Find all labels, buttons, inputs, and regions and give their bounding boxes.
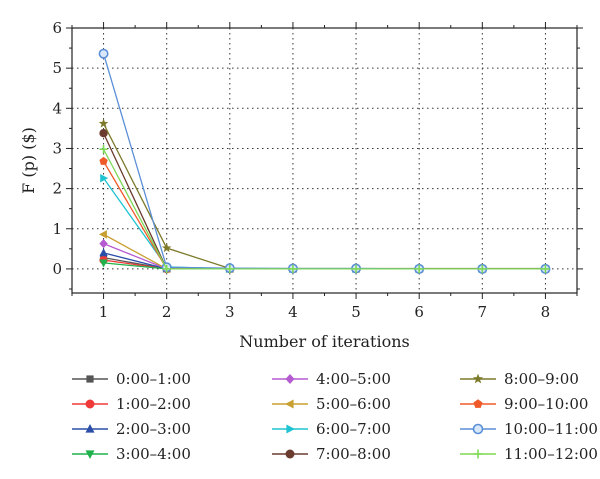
data-point	[99, 238, 108, 249]
legend-marker	[86, 375, 94, 383]
legend-label: 10:00–11:00	[504, 420, 598, 438]
y-tick-label: 5	[52, 59, 62, 77]
legend-marker	[85, 424, 95, 433]
legend-label: 5:00–6:00	[316, 395, 391, 413]
legend-label: 9:00–10:00	[504, 395, 589, 413]
legend-item: 2:00–3:00	[72, 418, 191, 440]
y-axis-title: F (p) ($)	[19, 127, 38, 194]
legend-item: 7:00–8:00	[272, 443, 391, 465]
legend-item: 5:00–6:00	[272, 393, 391, 415]
legend-item: 3:00–4:00	[72, 443, 191, 465]
series-line	[103, 177, 546, 270]
legend-item: 4:00–5:00	[272, 368, 391, 390]
legend-item: 6:00–7:00	[272, 418, 391, 440]
data-point	[98, 118, 109, 128]
legend-item: 10:00–11:00	[460, 418, 598, 440]
legend-swatch	[272, 449, 308, 459]
y-tick-label: 6	[52, 19, 62, 37]
legend-marker	[473, 399, 483, 408]
legend-label: 2:00–3:00	[116, 420, 191, 438]
legend-marker	[85, 450, 95, 459]
axis-ticks: 1 2 3 4 5 6 7 8 0 1 2 3 4 5 6	[52, 19, 583, 321]
legend-marker	[285, 374, 295, 384]
legend-marker	[286, 424, 295, 434]
data-point	[162, 264, 171, 274]
legend-marker	[85, 399, 95, 409]
y-tick-label: 0	[52, 260, 62, 278]
data-point	[288, 264, 298, 274]
data-point	[99, 145, 108, 154]
legend-label: 7:00–8:00	[316, 445, 391, 463]
legend-item: 8:00–9:00	[460, 368, 579, 390]
line-chart: 1 2 3 4 5 6 7 8 0 1 2 3 4 5 6 Number of iterations F (…	[19, 19, 583, 351]
legend-item: 11:00–12:00	[460, 443, 598, 465]
series-8	[99, 128, 550, 274]
data-point	[351, 264, 361, 274]
legend-item: 1:00–2:00	[72, 393, 191, 415]
legend-swatch	[72, 424, 108, 433]
data-point	[99, 128, 108, 138]
x-tick-label: 2	[162, 303, 172, 321]
series-layer	[98, 48, 551, 274]
x-tick-label: 3	[225, 303, 235, 321]
legend-label: 11:00–12:00	[504, 445, 598, 463]
legend-label: 6:00–7:00	[316, 420, 391, 438]
data-point	[161, 242, 172, 253]
legend-swatch	[72, 375, 108, 383]
y-tick-label: 4	[52, 99, 62, 117]
legend-marker	[472, 373, 484, 384]
legend-swatch	[460, 423, 496, 435]
data-point	[100, 173, 109, 183]
legend-swatch	[272, 399, 308, 409]
data-point	[98, 48, 109, 59]
legend-swatch	[460, 399, 496, 408]
legend-item: 9:00–10:00	[460, 393, 588, 415]
legend-label: 3:00–4:00	[116, 445, 191, 463]
x-tick-label: 4	[288, 303, 298, 321]
legend-label: 4:00–5:00	[316, 370, 391, 388]
data-point	[98, 230, 107, 239]
legend-marker	[472, 423, 484, 435]
data-point	[99, 248, 108, 257]
legend-label: 0:00–1:00	[116, 370, 191, 388]
legend-swatch	[460, 373, 496, 384]
x-tick-label: 1	[99, 303, 109, 321]
series-line	[102, 148, 546, 270]
data-point	[99, 259, 108, 268]
data-point	[225, 264, 235, 274]
legend-label: 1:00–2:00	[116, 395, 191, 413]
series-line	[103, 160, 546, 270]
legend: 0:00–1:00 1:00–2:00 2:00–3:00 3:00–4:00 4:00…	[0, 368, 600, 473]
x-tick-label: 6	[414, 303, 424, 321]
legend-swatch	[460, 449, 496, 459]
legend-label: 8:00–9:00	[504, 370, 579, 388]
data-point	[478, 264, 487, 274]
legend-marker	[285, 449, 295, 459]
series-12	[99, 145, 550, 274]
y-tick-label: 3	[52, 139, 62, 157]
x-tick-label: 5	[351, 303, 361, 321]
legend-marker	[473, 449, 483, 459]
legend-swatch	[72, 450, 108, 459]
y-tick-label: 1	[52, 220, 62, 238]
legend-swatch	[272, 424, 308, 434]
data-point	[414, 264, 424, 274]
series-line	[102, 53, 546, 270]
grid	[72, 27, 577, 293]
y-tick-label: 2	[52, 180, 62, 198]
legend-swatch	[72, 399, 108, 409]
data-point	[541, 264, 550, 274]
x-tick-label: 7	[478, 303, 488, 321]
x-tick-label: 8	[541, 303, 551, 321]
legend-marker	[285, 399, 294, 409]
legend-swatch	[272, 374, 308, 384]
x-axis-title: Number of iterations	[239, 332, 409, 351]
data-point	[99, 156, 108, 165]
legend-item: 0:00–1:00	[72, 368, 191, 390]
